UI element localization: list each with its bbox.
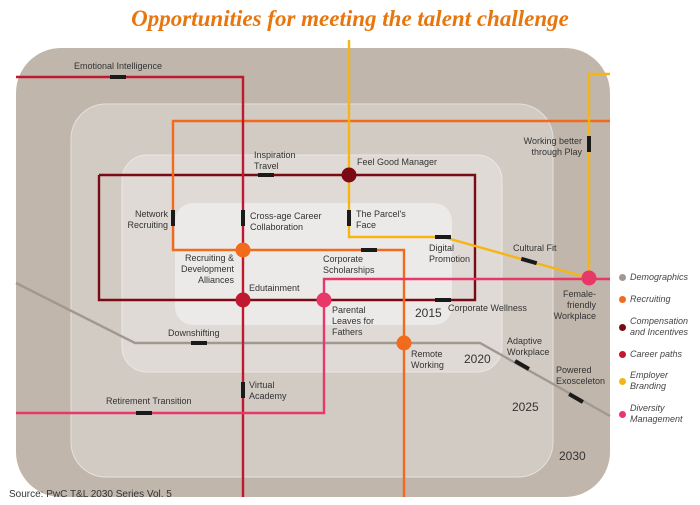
tick-cross-age	[241, 210, 245, 226]
tick-digital-promotion	[435, 235, 451, 239]
node-parental-leaves	[316, 292, 332, 308]
station-network-recruiting: Network Recruiting	[127, 209, 168, 230]
station-retirement-transition: Retirement Transition	[106, 396, 192, 406]
line-recruiting-top	[171, 119, 610, 497]
node-remote-working	[396, 335, 412, 351]
tick-cultural-fit	[520, 256, 538, 266]
station-edutainment: Edutainment	[249, 283, 300, 293]
station-downshifting: Downshifting	[168, 328, 220, 338]
tick-parcels-face	[347, 210, 351, 226]
line-demographics	[15, 281, 611, 418]
station-feel-good-manager: Feel Good Manager	[357, 157, 438, 167]
station-powered-exosceleton: Powered Exosceleton	[556, 365, 606, 386]
node-feel-good-manager	[341, 167, 357, 183]
tick-virtual-academy	[241, 382, 245, 398]
legend-dot-icon	[619, 351, 626, 358]
station-cultural-fit: Cultural Fit	[513, 243, 557, 253]
tick-inspiration-travel	[258, 173, 274, 177]
year-2020: 2020	[464, 352, 491, 366]
year-2025: 2025	[512, 400, 539, 414]
node-edutainment	[235, 292, 251, 308]
station-remote-working: Remote Working	[411, 349, 444, 370]
line-diversity	[16, 277, 610, 415]
node-recruiting-alliances	[235, 242, 251, 258]
station-adaptive-workplace: Adaptive Workplace	[507, 336, 550, 357]
tick-corporate-wellness	[435, 298, 451, 302]
line-branding	[347, 40, 610, 280]
tick-network-recruiting	[171, 210, 175, 226]
year-2030: 2030	[559, 449, 586, 463]
station-parcels-face: The Parcel's Face	[356, 209, 406, 230]
tick-corporate-scholarships	[361, 248, 377, 252]
tick-working-better	[587, 136, 591, 152]
tick-emotional-intelligence	[110, 75, 126, 79]
station-cross-age: Cross-age Career Collaboration	[250, 211, 322, 232]
tick-retirement	[136, 411, 152, 415]
station-working-better: Working better through Play	[523, 136, 582, 157]
diagram-title: Opportunities for meeting the talent cha…	[131, 6, 569, 31]
node-female-friendly	[581, 270, 597, 286]
tick-adaptive	[514, 359, 530, 371]
tick-powered-exo	[568, 392, 584, 404]
station-virtual-academy: Virtual Academy	[249, 380, 287, 401]
station-parental-leaves: Parental Leaves for Fathers	[332, 305, 375, 337]
tick-downshifting	[191, 341, 207, 345]
line-career	[16, 75, 245, 497]
station-inspiration-travel: Inspiration Travel	[254, 150, 296, 171]
legend-dot-icon	[619, 411, 626, 418]
source-note: Source: PwC T&L 2030 Series Vol. 5	[9, 489, 172, 500]
year-2015: 2015	[415, 306, 442, 320]
legend-dot-icon	[619, 274, 626, 281]
station-digital-promotion: Digital Promotion	[429, 243, 471, 264]
legend-dot-icon	[619, 324, 626, 331]
station-emotional-intelligence: Emotional Intelligence	[74, 61, 163, 71]
station-recruiting-alliances: Recruiting & Development Alliances	[180, 253, 234, 285]
legend-dot-icon	[619, 296, 626, 303]
legend-dot-icon	[619, 378, 626, 385]
station-corporate-scholarships: Corporate Scholarships	[323, 254, 375, 275]
station-female-friendly: Female-friendly Workplace	[553, 289, 596, 321]
station-corporate-wellness: Corporate Wellness	[448, 303, 527, 313]
